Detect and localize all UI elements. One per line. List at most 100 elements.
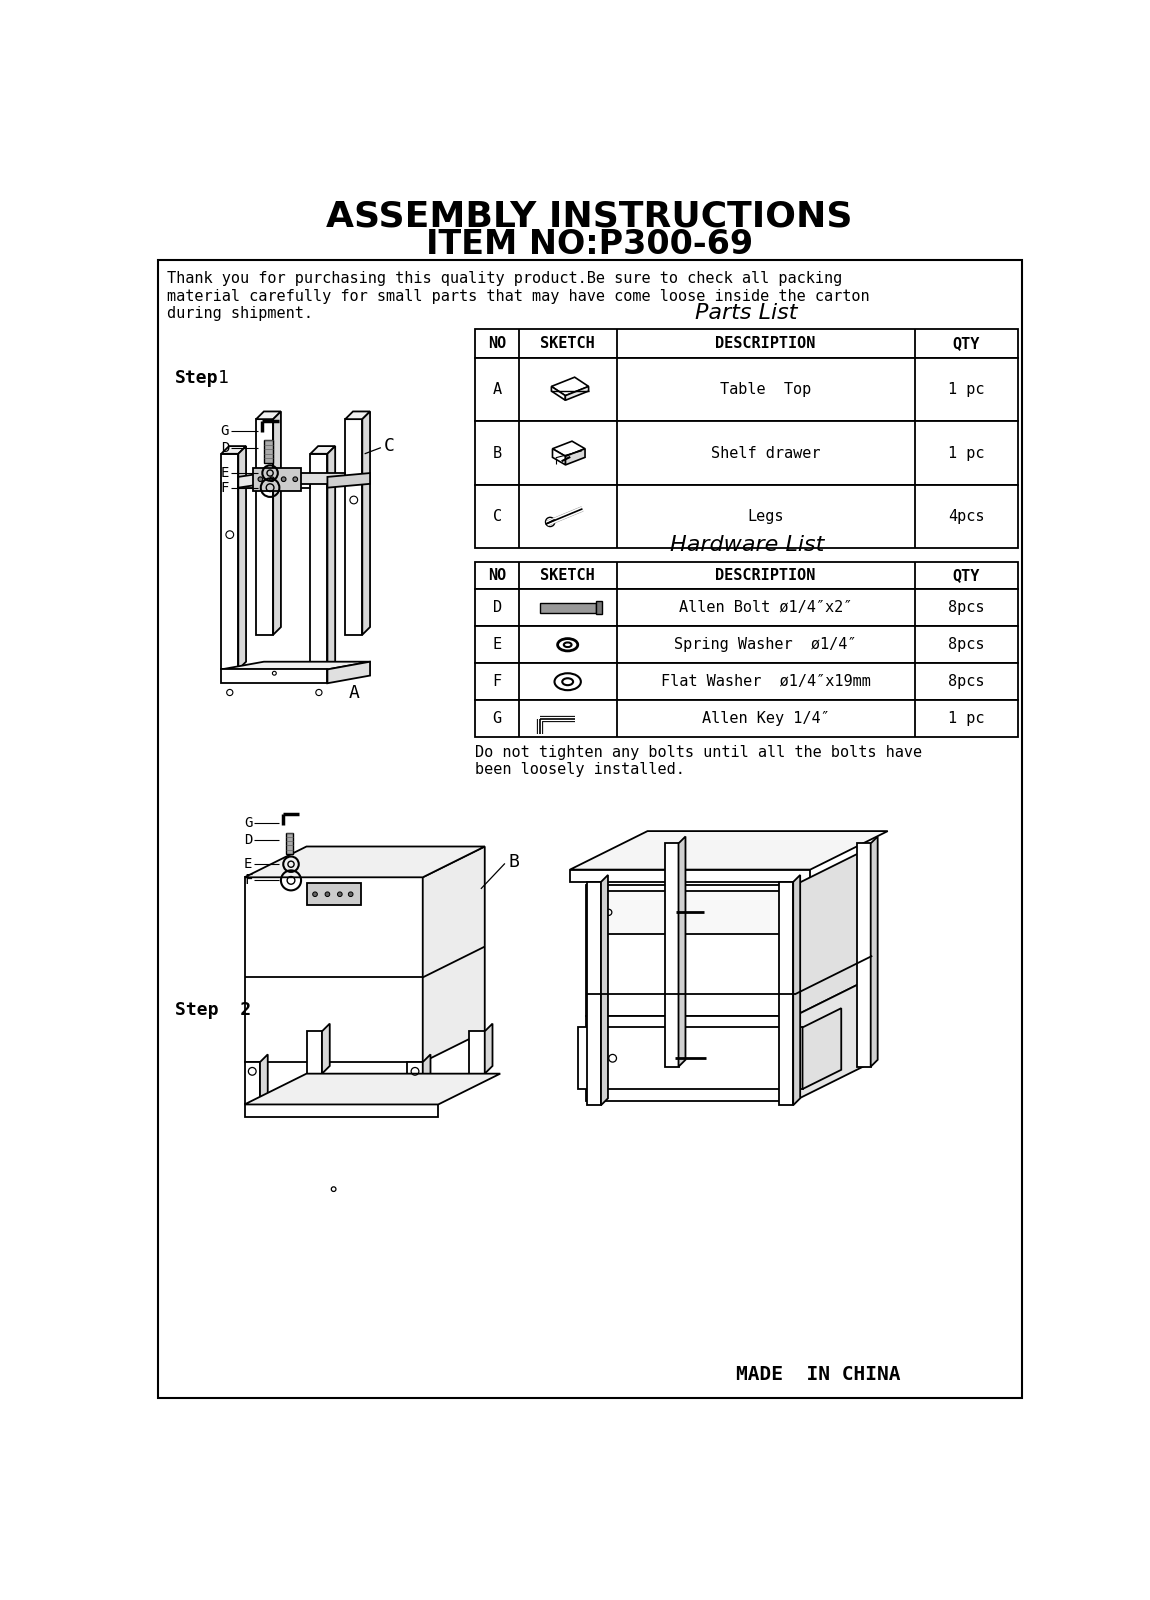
Text: D: D	[221, 440, 229, 454]
Bar	[245, 1062, 260, 1104]
Text: 4pcs: 4pcs	[948, 509, 984, 523]
Text: B: B	[508, 853, 519, 870]
Polygon shape	[238, 474, 263, 488]
Text: 1 pc: 1 pc	[948, 710, 984, 726]
Text: Hardware List: Hardware List	[669, 536, 823, 555]
Text: D: D	[492, 600, 501, 616]
Bar	[475, 330, 1018, 358]
Bar	[595, 891, 785, 933]
Polygon shape	[551, 387, 566, 400]
Bar	[596, 602, 601, 614]
Bar	[274, 474, 345, 483]
Text: G: G	[221, 424, 229, 438]
Text: Thank you for purchasing this quality product.Be sure to check all packing
mater: Thank you for purchasing this quality pr…	[167, 272, 869, 322]
Text: Legs: Legs	[748, 509, 784, 523]
Bar	[285, 832, 293, 854]
Bar	[585, 1016, 795, 1101]
Circle shape	[282, 477, 286, 482]
Text: Parts List: Parts List	[696, 302, 798, 323]
Polygon shape	[871, 837, 877, 1067]
Text: C: C	[492, 509, 501, 523]
Bar	[345, 419, 362, 635]
Text: G: G	[492, 710, 501, 726]
Bar	[780, 882, 793, 1106]
Text: Allen Bolt ø1/4″x2″: Allen Bolt ø1/4″x2″	[678, 600, 852, 616]
Bar	[307, 883, 361, 906]
Text: G: G	[244, 816, 252, 830]
Bar	[263, 440, 274, 462]
Bar	[570, 870, 811, 882]
Polygon shape	[260, 1054, 268, 1104]
Polygon shape	[570, 830, 888, 870]
Text: 8pcs: 8pcs	[948, 674, 984, 690]
Text: QTY: QTY	[952, 568, 980, 582]
Text: NO: NO	[488, 336, 506, 350]
Text: Do not tighten any bolts until all the bolts have
been loosely installed.: Do not tighten any bolts until all the b…	[475, 746, 922, 778]
Text: A: A	[492, 382, 501, 397]
Polygon shape	[795, 978, 872, 1101]
Text: QTY: QTY	[952, 336, 980, 350]
Polygon shape	[566, 387, 589, 400]
Text: F: F	[492, 674, 501, 690]
Bar	[585, 885, 795, 1016]
Polygon shape	[310, 446, 335, 454]
Circle shape	[325, 891, 330, 896]
Polygon shape	[245, 1104, 438, 1117]
Circle shape	[258, 477, 262, 482]
Bar	[475, 701, 1018, 738]
Text: 1 pc: 1 pc	[948, 445, 984, 461]
Text: A: A	[350, 683, 360, 701]
Bar	[665, 843, 678, 1067]
Text: 1 pc: 1 pc	[948, 382, 984, 397]
Text: E: E	[221, 466, 229, 480]
Bar	[475, 562, 1018, 589]
Polygon shape	[678, 837, 685, 1067]
Text: 8pcs: 8pcs	[948, 637, 984, 653]
Polygon shape	[793, 875, 800, 1106]
Polygon shape	[322, 1024, 330, 1074]
Bar	[256, 419, 274, 635]
Text: ITEM NO:P300-69: ITEM NO:P300-69	[426, 227, 753, 261]
Text: C: C	[384, 437, 394, 454]
Circle shape	[348, 891, 353, 896]
Text: Step: Step	[175, 370, 218, 387]
Bar	[253, 467, 300, 491]
Text: E: E	[244, 858, 252, 872]
Text: Step  2: Step 2	[175, 1000, 251, 1019]
Bar	[539, 603, 596, 613]
Bar	[221, 454, 238, 669]
Text: D: D	[244, 834, 252, 848]
Bar	[475, 485, 1018, 547]
Text: NO: NO	[488, 568, 506, 582]
Bar	[221, 669, 328, 683]
Text: E: E	[492, 637, 501, 653]
Polygon shape	[245, 846, 485, 877]
Bar	[475, 589, 1018, 626]
Bar	[307, 1032, 322, 1074]
Bar	[469, 1032, 485, 1074]
Bar	[475, 421, 1018, 485]
Bar	[238, 477, 310, 488]
Text: Spring Washer  ø1/4″: Spring Washer ø1/4″	[674, 637, 857, 653]
Text: SKETCH: SKETCH	[540, 336, 595, 350]
Text: F: F	[221, 480, 229, 494]
Bar	[475, 664, 1018, 701]
Circle shape	[313, 891, 317, 896]
Bar	[857, 843, 871, 1067]
Polygon shape	[485, 1024, 492, 1074]
Text: Flat Washer  ø1/4″x19mm: Flat Washer ø1/4″x19mm	[661, 674, 871, 690]
Polygon shape	[328, 662, 370, 683]
Text: Shelf drawer: Shelf drawer	[711, 445, 820, 461]
Polygon shape	[551, 378, 589, 395]
Polygon shape	[566, 448, 585, 466]
Polygon shape	[601, 875, 608, 1106]
Polygon shape	[795, 846, 872, 1016]
Polygon shape	[345, 411, 370, 419]
Text: Allen Key 1/4″: Allen Key 1/4″	[702, 710, 829, 726]
Text: Table  Top: Table Top	[720, 382, 811, 397]
Polygon shape	[552, 448, 566, 466]
Text: DESCRIPTION: DESCRIPTION	[715, 336, 815, 350]
Text: 8pcs: 8pcs	[948, 600, 984, 616]
Polygon shape	[238, 446, 246, 669]
Circle shape	[270, 477, 275, 482]
